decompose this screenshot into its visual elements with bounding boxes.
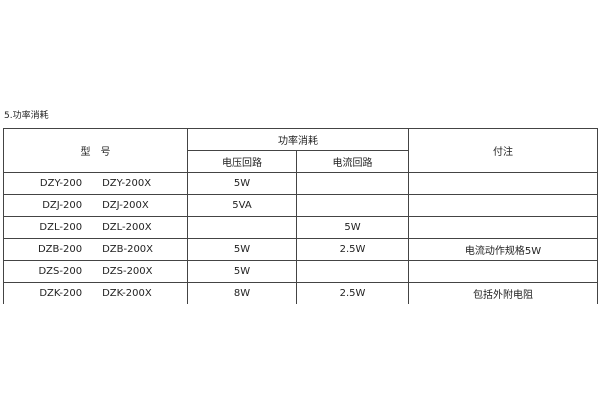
model-name-x: DZY-200X: [102, 178, 152, 189]
current-cell: [296, 260, 409, 283]
note-cell: [408, 216, 598, 239]
section-title: 5.功率消耗: [4, 111, 49, 121]
header-voltage: 电压回路: [187, 150, 297, 173]
model-name-x: DZK-200X: [102, 288, 152, 299]
voltage-cell: [187, 216, 297, 239]
model-cell: DZB-200 DZB-200X: [3, 238, 188, 261]
model-name-x: DZS-200X: [102, 266, 153, 277]
note-cell: 包括外附电阻: [408, 282, 598, 304]
current-cell: [296, 172, 409, 195]
header-note: 付注: [408, 128, 598, 173]
header-row: 型 号 功率消耗 付注: [3, 128, 598, 173]
model-name-x: DZL-200X: [102, 222, 152, 233]
model-name: DZY-200: [39, 178, 83, 189]
voltage-cell: 5W: [187, 238, 297, 261]
table-row: DZL-200 DZL-200X 5W: [3, 216, 598, 239]
model-cell: DZL-200 DZL-200X: [3, 216, 188, 239]
model-name-x: DZJ-200X: [102, 200, 149, 211]
model-name-x: DZB-200X: [102, 244, 154, 255]
voltage-cell: 5W: [187, 260, 297, 283]
note-cell: [408, 260, 598, 283]
table-row: DZK-200 DZK-200X 8W 2.5W 包括外附电阻: [3, 282, 598, 304]
voltage-cell: 8W: [187, 282, 297, 304]
model-cell: DZS-200 DZS-200X: [3, 260, 188, 283]
model-name: DZB-200: [37, 244, 83, 255]
current-cell: 5W: [296, 216, 409, 239]
current-cell: 2.5W: [296, 238, 409, 261]
model-name: DZK-200: [39, 288, 83, 299]
table-row: DZS-200 DZS-200X 5W: [3, 260, 598, 283]
header-model: 型 号: [3, 128, 188, 173]
header-current: 电流回路: [296, 150, 409, 173]
model-name: DZL-200: [39, 222, 83, 233]
note-cell: [408, 194, 598, 217]
header-power: 功率消耗: [187, 128, 409, 151]
model-cell: DZJ-200 DZJ-200X: [3, 194, 188, 217]
current-cell: 2.5W: [296, 282, 409, 304]
current-cell: [296, 194, 409, 217]
table-row: DZY-200 DZY-200X 5W: [3, 172, 598, 195]
subheader-row: 电压回路 电流回路: [4, 150, 598, 173]
note-cell: 电流动作规格5W: [408, 238, 598, 261]
note-cell: [408, 172, 598, 195]
model-name: DZS-200: [38, 266, 83, 277]
voltage-cell: 5W: [187, 172, 297, 195]
model-name: DZJ-200: [42, 200, 83, 211]
table-row: DZJ-200 DZJ-200X 5VA: [3, 194, 598, 217]
model-cell: DZK-200 DZK-200X: [3, 282, 188, 304]
voltage-cell: 5VA: [187, 194, 297, 217]
power-consumption-table: 型 号 功率消耗 付注 电压回路 电流回路 DZY-200 DZY-200X 5W…: [3, 128, 598, 304]
table-row: DZB-200 DZB-200X 5W 2.5W 电流动作规格5W: [3, 238, 598, 261]
model-cell: DZY-200 DZY-200X: [3, 172, 188, 195]
